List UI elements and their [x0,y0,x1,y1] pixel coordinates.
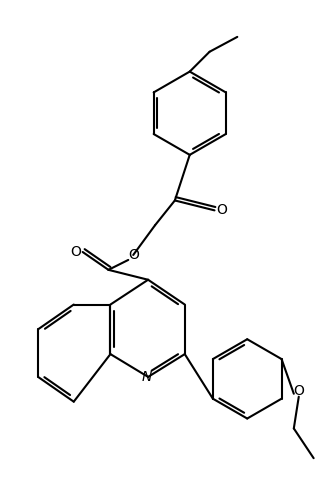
Text: N: N [142,370,152,384]
Text: O: O [216,204,227,217]
Text: O: O [70,245,81,259]
Text: O: O [128,248,139,262]
Text: O: O [293,384,304,398]
